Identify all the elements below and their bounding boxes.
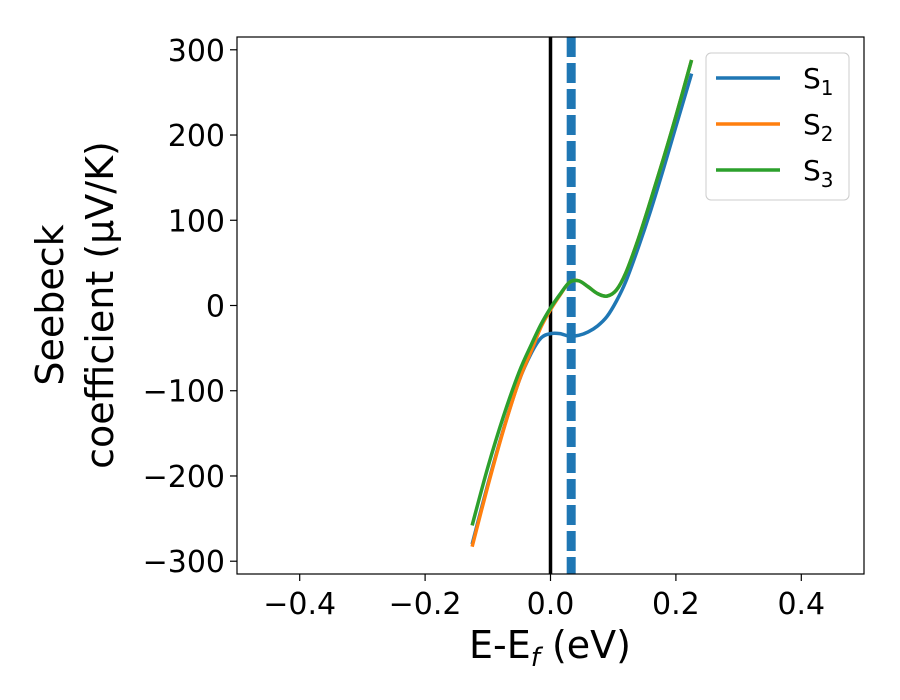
x-axis-label: E-Ef (eV) <box>469 623 631 673</box>
y-axis-label: Seebeck coefficient (μV/K) <box>28 141 122 469</box>
y-axis: 300 200 100 0 −100 −200 −300 <box>143 34 237 580</box>
y-axis-label-line1: Seebeck <box>28 224 72 385</box>
y-axis-label-line2: coefficient (μV/K) <box>78 141 122 469</box>
x-tick-label: −0.2 <box>389 587 462 622</box>
legend-label-s2: S2 <box>803 108 834 146</box>
y-tick-label: 200 <box>168 119 225 154</box>
x-axis: −0.4 −0.2 0.0 0.2 0.4 <box>263 574 825 622</box>
y-tick-label: −100 <box>143 375 225 410</box>
y-tick-label: −300 <box>143 545 225 580</box>
legend-box <box>705 52 850 201</box>
series-line-s2 <box>470 59 694 548</box>
legend-label-s1: S1 <box>803 62 834 100</box>
plot-layer <box>470 37 694 574</box>
x-tick-label: 0.2 <box>652 587 700 622</box>
legend-label-s3: S3 <box>803 154 834 192</box>
y-tick-label: −200 <box>143 460 225 495</box>
y-tick-label: 300 <box>168 34 225 69</box>
plot-frame <box>236 36 865 575</box>
series-line-s3 <box>470 59 694 526</box>
x-tick-label: −0.4 <box>263 587 336 622</box>
y-tick-label: 0 <box>206 290 225 325</box>
legend: S1 S2 S3 <box>705 52 850 201</box>
x-tick-label: 0.4 <box>777 587 825 622</box>
y-tick-label: 100 <box>168 204 225 239</box>
x-tick-label: 0.0 <box>527 587 575 622</box>
series-line-s1 <box>470 73 694 545</box>
